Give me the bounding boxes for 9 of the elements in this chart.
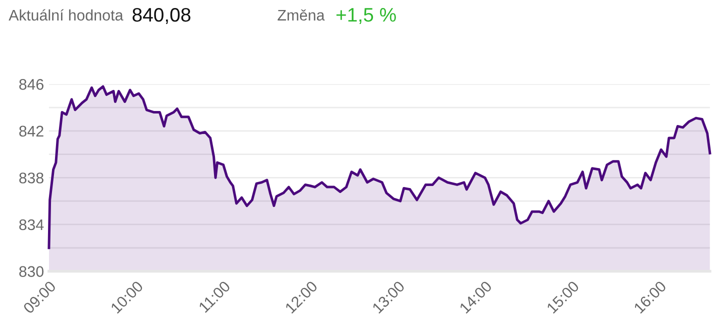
text: Aktuální hodnota bbox=[8, 9, 124, 21]
y-tick-label: 846 bbox=[19, 79, 44, 90]
text: Změna bbox=[278, 9, 325, 21]
y-tick-label: 838 bbox=[19, 172, 44, 184]
y-tick-label: 834 bbox=[19, 219, 44, 230]
y-tick-label: 830 bbox=[19, 266, 44, 277]
text: +1,5 % bbox=[336, 8, 396, 24]
y-tick-label: 842 bbox=[19, 126, 44, 137]
text: 840,08 bbox=[132, 8, 190, 24]
